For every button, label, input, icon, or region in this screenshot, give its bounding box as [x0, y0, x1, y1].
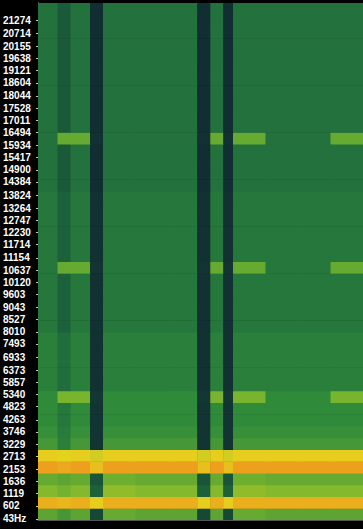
- svg-text:4263: 4263: [3, 414, 26, 425]
- svg-text:18044: 18044: [3, 90, 31, 101]
- svg-text:1636: 1636: [3, 476, 26, 487]
- svg-text:6933: 6933: [3, 352, 26, 363]
- svg-text:20714: 20714: [3, 28, 31, 39]
- svg-text:8527: 8527: [3, 314, 26, 325]
- svg-text:16494: 16494: [3, 127, 31, 138]
- svg-text:5340: 5340: [3, 389, 26, 400]
- svg-text:9603: 9603: [3, 289, 26, 300]
- svg-text:1119: 1119: [3, 488, 25, 499]
- svg-text:19638: 19638: [3, 53, 31, 64]
- svg-text:17528: 17528: [3, 103, 31, 114]
- svg-text:17011: 17011: [3, 115, 31, 126]
- svg-text:13824: 13824: [3, 190, 31, 201]
- svg-text:10637: 10637: [3, 265, 31, 276]
- svg-text:8010: 8010: [3, 326, 26, 337]
- svg-text:602: 602: [3, 500, 20, 511]
- svg-text:6373: 6373: [3, 365, 26, 376]
- svg-text:21274: 21274: [3, 15, 31, 26]
- svg-text:11154: 11154: [3, 252, 30, 263]
- svg-text:15417: 15417: [3, 152, 31, 163]
- svg-text:4823: 4823: [3, 401, 26, 412]
- svg-text:18604: 18604: [3, 77, 31, 88]
- svg-text:20155: 20155: [3, 41, 31, 52]
- svg-text:9043: 9043: [3, 302, 26, 313]
- svg-text:13264: 13264: [3, 203, 31, 214]
- svg-text:12230: 12230: [3, 227, 31, 238]
- svg-text:15934: 15934: [3, 140, 31, 151]
- svg-text:3229: 3229: [3, 439, 26, 450]
- svg-text:2153: 2153: [3, 464, 26, 475]
- svg-text:11714: 11714: [3, 239, 31, 250]
- svg-text:12747: 12747: [3, 215, 31, 226]
- svg-text:10120: 10120: [3, 277, 31, 288]
- svg-text:3746: 3746: [3, 426, 26, 437]
- svg-text:14900: 14900: [3, 164, 31, 175]
- svg-text:7493: 7493: [3, 338, 26, 349]
- svg-text:43Hz: 43Hz: [3, 513, 26, 524]
- svg-text:2713: 2713: [3, 451, 26, 462]
- svg-text:19121: 19121: [3, 65, 31, 76]
- svg-text:14384: 14384: [3, 176, 31, 187]
- svg-text:5857: 5857: [3, 377, 26, 388]
